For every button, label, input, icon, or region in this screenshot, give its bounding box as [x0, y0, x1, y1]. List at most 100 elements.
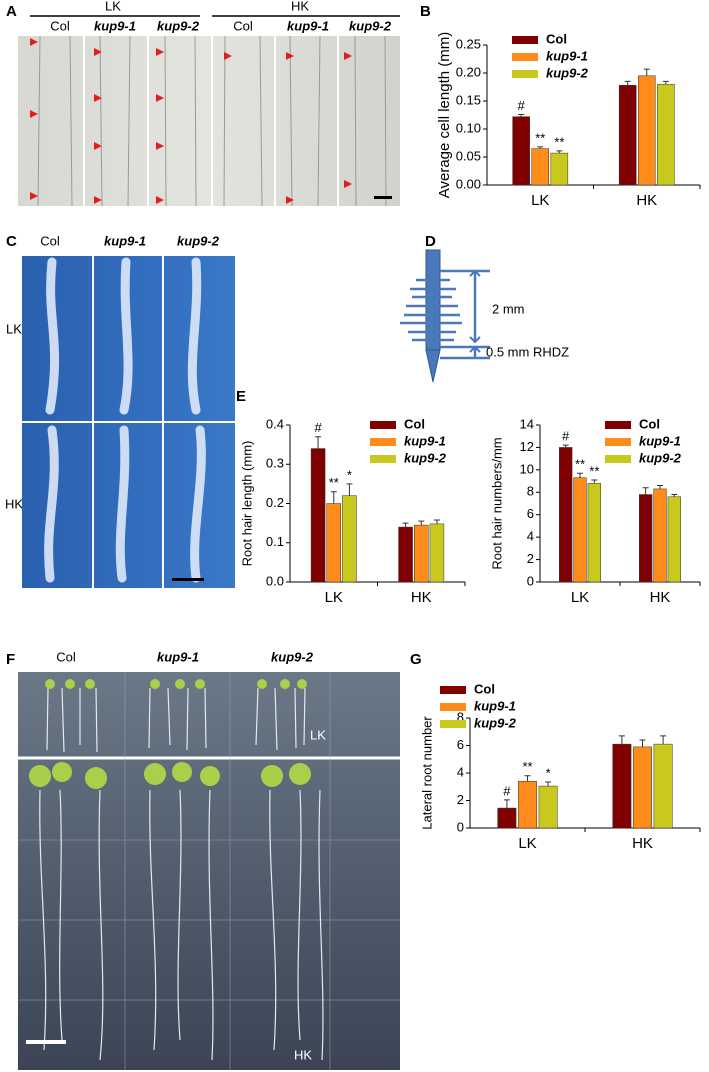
legend-label: Col — [546, 31, 567, 46]
legend-swatch — [370, 421, 396, 429]
significance-label: * — [546, 765, 551, 780]
legend-swatch — [440, 703, 466, 711]
legend-label: kup9-2 — [546, 65, 589, 80]
significance-label: ** — [554, 134, 564, 149]
panel-label: A — [6, 3, 17, 20]
error-bar — [556, 150, 563, 154]
panel-f: Col kup9-1 kup9-2 LK HK — [18, 649, 400, 1070]
y-tick-label: 6 — [527, 506, 534, 521]
column-label: Col — [233, 18, 253, 33]
group-label: HK — [291, 0, 309, 13]
x-tick-label: LK — [531, 192, 549, 209]
group-label: LK — [105, 0, 121, 13]
y-tick-label: 6 — [457, 737, 464, 752]
dimension-label: 2 mm — [492, 301, 525, 316]
bar — [310, 448, 326, 583]
error-bar — [591, 479, 598, 484]
bar — [326, 503, 341, 583]
significance-label: # — [314, 420, 322, 435]
x-tick-label: LK — [571, 589, 589, 606]
bar — [587, 483, 601, 583]
x-tick-label: LK — [325, 589, 343, 606]
column-label: kup9-2 — [349, 18, 392, 33]
significance-label: # — [562, 429, 570, 444]
significance-label: ** — [575, 457, 585, 472]
y-tick-label: 0.15 — [456, 92, 481, 107]
y-tick-label: 0.25 — [456, 36, 481, 51]
column-label: Col — [56, 649, 76, 664]
y-tick-label: 0.00 — [456, 176, 481, 191]
legend-label: kup9-1 — [474, 698, 516, 713]
column-label: kup9-2 — [157, 18, 200, 33]
column-label: kup9-1 — [157, 649, 199, 664]
y-axis-label: Lateral root number — [419, 716, 434, 830]
legend-swatch — [440, 720, 466, 728]
bar — [637, 75, 656, 186]
legend-swatch — [605, 438, 631, 446]
legend-swatch — [512, 70, 538, 78]
y-tick-label: 8 — [457, 709, 464, 724]
y-axis-label: Root hair length (mm) — [239, 441, 254, 567]
y-tick-label: 12 — [520, 439, 534, 454]
legend-label: Col — [404, 416, 425, 431]
column-label: kup9-2 — [177, 233, 220, 248]
bar — [398, 526, 413, 583]
bar — [573, 477, 587, 583]
panel-label: D — [425, 233, 436, 250]
error-bar — [518, 113, 525, 117]
error-bar — [662, 80, 669, 85]
error-bar — [537, 146, 544, 149]
bar — [618, 85, 637, 186]
y-tick-label: 0.1 — [266, 534, 284, 549]
legend-swatch — [370, 438, 396, 446]
row-label: HK — [294, 1047, 312, 1062]
panel-label: C — [6, 233, 17, 250]
y-tick-label: 0.3 — [266, 456, 284, 471]
y-tick-label: 2 — [527, 551, 534, 566]
row-label: LK — [6, 321, 22, 336]
y-tick-label: 0.20 — [456, 64, 481, 79]
legend-label: kup9-1 — [546, 48, 588, 63]
bar — [429, 523, 445, 583]
legend-swatch — [512, 53, 538, 61]
x-tick-label: HK — [636, 192, 657, 209]
error-bar — [402, 522, 409, 528]
panel-label: E — [236, 388, 246, 405]
significance-label: # — [503, 783, 511, 798]
error-bar — [671, 494, 678, 497]
legend-label: kup9-2 — [474, 715, 517, 730]
bar — [342, 495, 357, 583]
error-bar — [643, 68, 650, 76]
error-bar — [346, 483, 353, 496]
bar — [639, 494, 653, 583]
y-tick-label: 2 — [457, 792, 464, 807]
error-bar — [524, 775, 531, 782]
panel-d: 2 mm 0.5 mm RHDZ — [400, 249, 569, 383]
legend-label: kup9-2 — [639, 450, 682, 465]
legend-swatch — [605, 421, 631, 429]
legend-swatch — [605, 455, 631, 463]
legend-label: Col — [639, 416, 660, 431]
row-label: HK — [5, 496, 23, 511]
bar — [518, 781, 537, 829]
bar — [559, 447, 573, 583]
y-tick-label: 10 — [520, 461, 534, 476]
column-label: kup9-2 — [271, 649, 314, 664]
y-tick-label: 0 — [457, 819, 464, 834]
x-tick-label: HK — [411, 589, 432, 606]
legend-label: kup9-1 — [404, 433, 446, 448]
bar — [653, 488, 667, 583]
y-tick-label: 0.0 — [266, 573, 284, 588]
row-label: LK — [310, 727, 326, 742]
legend-swatch — [440, 686, 466, 694]
dimension-label: 0.5 mm RHDZ — [486, 344, 569, 359]
y-tick-label: 0.4 — [266, 416, 284, 431]
significance-label: ** — [589, 463, 599, 478]
y-tick-label: 0.10 — [456, 120, 481, 135]
y-axis-label: Average cell length (mm) — [436, 32, 453, 198]
bar — [633, 746, 652, 829]
bar — [657, 83, 675, 186]
bar — [414, 524, 429, 583]
error-bar — [315, 436, 322, 449]
